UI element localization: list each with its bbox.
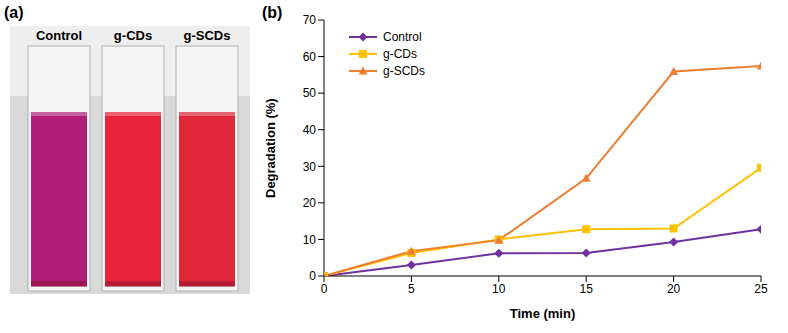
svg-text:20: 20	[667, 282, 681, 296]
svg-text:70: 70	[303, 13, 317, 27]
html-text:Control: Control	[383, 29, 422, 44]
svg-text:0: 0	[309, 269, 316, 283]
svg-text:g-SCDs: g-SCDs	[184, 28, 231, 43]
svg-text:15: 15	[580, 282, 594, 296]
svg-text:30: 30	[303, 160, 317, 174]
svg-text:60: 60	[303, 50, 317, 64]
svg-text:Degradation (%): Degradation (%)	[263, 98, 278, 198]
html-text:(a): (a)	[4, 4, 24, 21]
svg-text:Time (min): Time (min)	[510, 306, 576, 321]
svg-text:50: 50	[303, 86, 317, 100]
svg-text:10: 10	[492, 282, 506, 296]
html-text:(b): (b)	[262, 4, 283, 21]
svg-text:g-CDs: g-CDs	[114, 28, 152, 43]
html-text:g-CDs: g-CDs	[383, 46, 417, 61]
svg-text:25: 25	[754, 282, 768, 296]
html-text:g-SCDs: g-SCDs	[383, 63, 425, 78]
svg-text:5: 5	[408, 282, 415, 296]
svg-text:20: 20	[303, 196, 317, 210]
svg-text:40: 40	[303, 123, 317, 137]
svg-text:0: 0	[321, 282, 328, 296]
svg-text:Control: Control	[36, 28, 82, 43]
svg-text:10: 10	[303, 233, 317, 247]
